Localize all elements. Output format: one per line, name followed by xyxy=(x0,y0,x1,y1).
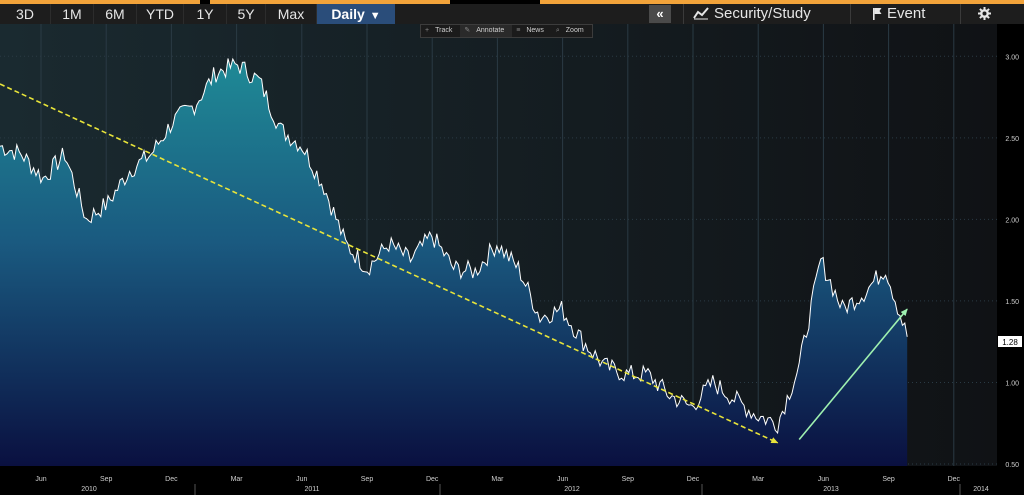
x-month-label: Sep xyxy=(622,476,635,483)
range-max-button[interactable]: Max xyxy=(266,4,317,24)
y-tick-label: 3.00 xyxy=(1005,54,1019,61)
price-area xyxy=(0,58,908,466)
y-tick-label: 1.50 xyxy=(1005,299,1019,306)
x-year-label: 2012 xyxy=(564,486,580,493)
news-icon: ≡ xyxy=(516,27,521,34)
settings-button[interactable] xyxy=(978,4,996,24)
x-year-label: 2010 xyxy=(81,486,97,493)
crosshair-icon: + xyxy=(425,27,430,34)
flag-icon xyxy=(873,8,882,20)
x-month-label: Jun xyxy=(818,476,829,483)
annotate-button[interactable]: ✎ Annotate xyxy=(460,25,513,37)
x-month-label: Mar xyxy=(231,476,244,483)
toolbar-divider xyxy=(960,4,961,24)
security-study-label: Security/Study xyxy=(714,5,811,22)
x-axis: Jun Sep Dec Mar Jun Sep Dec Mar Jun Sep Dec Mar Jun S… xyxy=(35,476,989,495)
range-1y-button[interactable]: 1Y xyxy=(184,4,227,24)
x-month-label: Mar xyxy=(752,476,765,483)
zoom-button[interactable]: ⌕ Zoom xyxy=(552,25,592,37)
zoom-icon: ⌕ xyxy=(555,27,560,34)
y-tick-label: 0.50 xyxy=(1005,462,1019,469)
x-year-label: 2014 xyxy=(973,486,989,493)
y-tick-label: 1.00 xyxy=(1005,380,1019,387)
pencil-icon: ✎ xyxy=(464,27,471,34)
downtrend-arrow xyxy=(0,83,779,444)
chart-toolbar: 3D 1M 6M YTD 1Y 5Y Max Daily ▼ « Security… xyxy=(0,4,1024,24)
trendlines xyxy=(0,83,908,444)
top-stripe-right xyxy=(540,0,1024,4)
last-value-tag: 1.28 xyxy=(998,336,1022,347)
x-month-label: Sep xyxy=(361,476,374,483)
top-stripe-left xyxy=(0,0,200,4)
range-1m-button[interactable]: 1M xyxy=(51,4,94,24)
range-5y-button[interactable]: 5Y xyxy=(227,4,266,24)
x-month-label: Jun xyxy=(35,476,46,483)
event-label: Event xyxy=(887,5,926,22)
x-year-label: 2013 xyxy=(823,486,839,493)
x-month-label: Jun xyxy=(296,476,307,483)
y-tick-label: 2.00 xyxy=(1005,217,1019,224)
zoom-label: Zoom xyxy=(565,27,584,34)
news-button[interactable]: ≡ News xyxy=(512,25,552,37)
x-month-label: Jun xyxy=(557,476,568,483)
last-value-text: 1.28 xyxy=(1002,338,1018,347)
annotate-label: Annotate xyxy=(476,27,505,34)
x-month-label: Mar xyxy=(491,476,504,483)
track-label: Track xyxy=(435,27,453,34)
chart-subtools: + Track ✎ Annotate ≡ News ⌕ Zoom xyxy=(420,24,593,38)
price-line xyxy=(0,57,908,435)
x-month-label: Dec xyxy=(426,476,439,483)
event-button[interactable]: Event xyxy=(872,4,925,24)
x-month-label: Dec xyxy=(687,476,700,483)
toolbar-divider xyxy=(850,4,851,24)
y-axis: 3.00 2.50 2.00 1.50 1.00 0.50 xyxy=(1005,54,1019,469)
x-year-label: 2011 xyxy=(304,486,319,493)
track-button[interactable]: + Track xyxy=(421,25,460,37)
x-month-label: Sep xyxy=(100,476,113,483)
news-label: News xyxy=(526,27,544,34)
gear-icon xyxy=(978,7,991,20)
y-tick-label: 2.50 xyxy=(1005,136,1019,143)
chart-study-icon xyxy=(693,7,709,20)
top-stripe-mid xyxy=(210,0,450,4)
security-study-button[interactable]: Security/Study xyxy=(693,4,811,24)
range-ytd-button[interactable]: YTD xyxy=(137,4,184,24)
x-month-label: Dec xyxy=(948,476,961,483)
uptrend-arrow xyxy=(798,308,908,441)
x-month-label: Dec xyxy=(165,476,178,483)
x-month-label: Sep xyxy=(882,476,895,483)
caret-down-icon: ▼ xyxy=(369,10,381,22)
daily-frequency-dropdown[interactable]: Daily ▼ xyxy=(317,4,395,24)
collapse-panel-button[interactable]: « xyxy=(649,5,671,23)
axis-background xyxy=(997,24,1024,466)
toolbar-divider xyxy=(683,4,684,24)
daily-label: Daily xyxy=(331,6,365,22)
range-3d-button[interactable]: 3D xyxy=(0,4,51,24)
range-6m-button[interactable]: 6M xyxy=(94,4,137,24)
